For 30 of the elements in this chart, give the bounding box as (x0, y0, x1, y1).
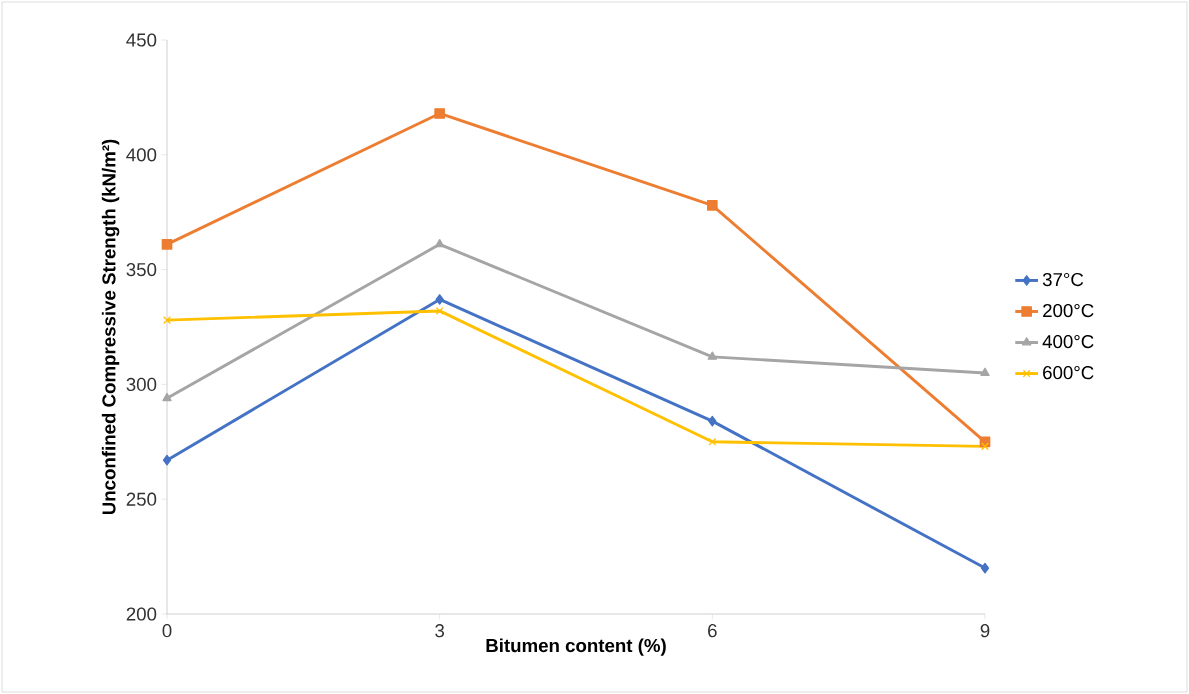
y-axis-title: Unconfined Compressive Strength (kN/m²) (101, 139, 120, 515)
point (707, 351, 718, 360)
point (162, 454, 172, 466)
x-tick-label: 3 (435, 624, 445, 638)
point (163, 316, 171, 325)
y-tick-label: 400 (126, 148, 157, 162)
point (708, 415, 717, 427)
point (435, 294, 444, 305)
legend-label: 37°C (1042, 272, 1084, 287)
x-tick-label: 9 (980, 624, 990, 638)
point (708, 437, 717, 446)
point (981, 442, 989, 451)
point (435, 306, 444, 315)
y-tick-label: 200 (126, 607, 157, 621)
legend-label: 200°C (1043, 303, 1094, 318)
x-tick-label: 6 (708, 624, 717, 638)
point (706, 199, 718, 211)
y-tick-label: 350 (126, 262, 157, 277)
y-tick-label: 300 (126, 377, 157, 392)
y-tick-label: 250 (126, 492, 157, 506)
y-tick-label: 450 (126, 33, 157, 47)
x-axis-title: Bitumen content (%) (486, 638, 666, 656)
point (162, 392, 172, 402)
legend-label: 400°C (1042, 334, 1094, 349)
point (434, 108, 445, 119)
x-tick-label: 0 (162, 624, 172, 638)
point (980, 367, 990, 376)
point (980, 562, 990, 574)
legend-label: 600°C (1043, 366, 1094, 380)
point (161, 239, 173, 250)
